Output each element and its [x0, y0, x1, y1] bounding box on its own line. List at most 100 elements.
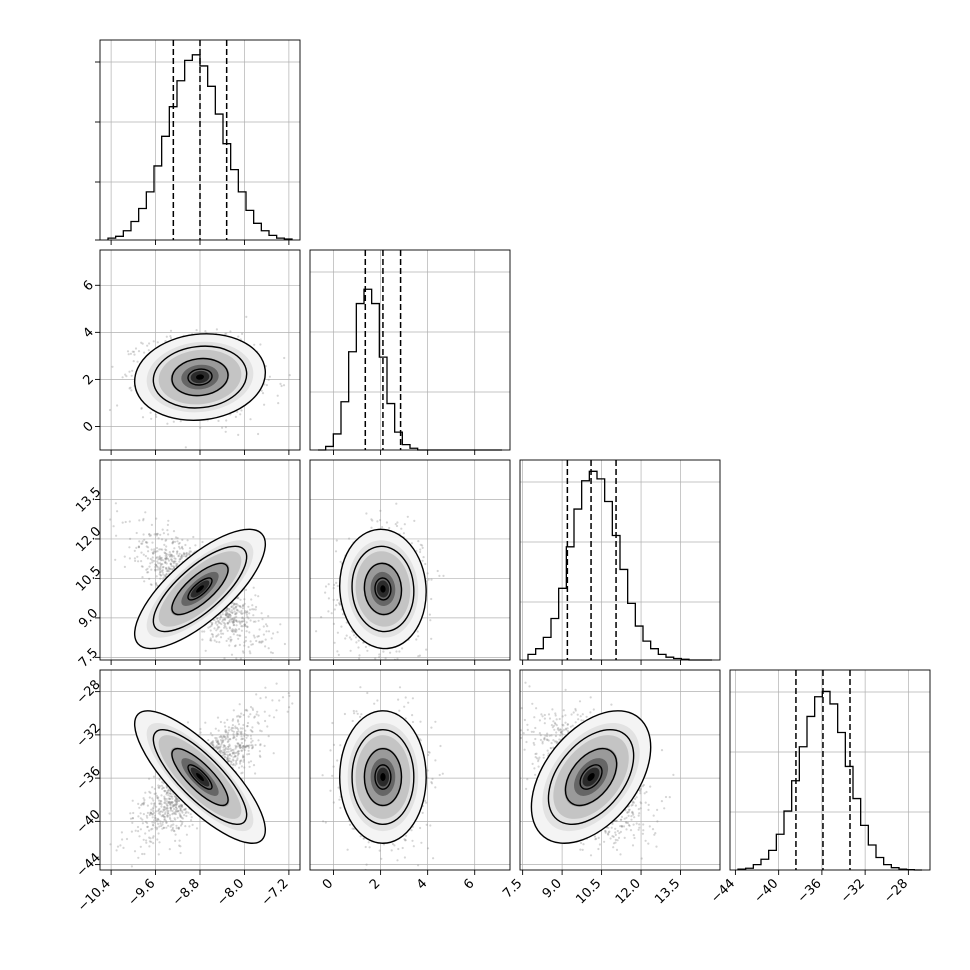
scatter-point: [170, 558, 173, 561]
scatter-point: [145, 568, 148, 571]
scatter-point: [141, 565, 144, 568]
scatter-point: [167, 567, 170, 570]
scatter-point: [235, 620, 238, 623]
scatter-point: [224, 609, 227, 612]
scatter-point: [175, 564, 178, 567]
scatter-point: [154, 582, 157, 586]
scatter-point: [165, 538, 168, 541]
scatter-point: [147, 349, 150, 352]
scatter-point: [176, 562, 179, 566]
scatter-point: [258, 628, 261, 631]
scatter-point: [207, 626, 210, 629]
scatter-point: [395, 502, 398, 505]
scatter-point: [252, 614, 255, 617]
scatter-point: [169, 802, 172, 805]
scatter-point: [276, 631, 279, 634]
scatter-point: [246, 625, 249, 629]
scatter-point: [136, 555, 139, 558]
scatter-point: [151, 556, 154, 559]
scatter-point: [170, 555, 174, 558]
scatter-point: [385, 521, 388, 524]
scatter-point: [235, 605, 238, 608]
scatter-point: [219, 630, 222, 633]
scatter-point: [217, 633, 220, 636]
scatter-point: [166, 569, 169, 572]
scatter-point: [178, 552, 181, 555]
scatter-point: [142, 519, 145, 522]
scatter-point: [130, 389, 133, 392]
scatter-point: [156, 568, 159, 571]
scatter-point: [129, 352, 132, 355]
scatter-point: [141, 540, 144, 543]
scatter-point: [210, 623, 214, 626]
scatter-point: [175, 562, 178, 565]
scatter-point: [320, 616, 323, 619]
scatter-point: [235, 608, 238, 611]
scatter-point: [279, 623, 282, 626]
scatter-point: [131, 350, 134, 353]
scatter-point: [239, 611, 242, 614]
scatter-point: [224, 613, 227, 617]
scatter-point: [130, 374, 133, 377]
scatter-point: [277, 402, 280, 405]
scatter-point: [172, 541, 175, 544]
scatter-point: [227, 615, 230, 618]
scatter-point: [165, 557, 168, 560]
scatter-point: [238, 605, 241, 608]
scatter-point: [149, 583, 152, 586]
scatter-point: [149, 411, 152, 414]
scatter-point: [225, 627, 228, 630]
scatter-point: [140, 560, 143, 563]
scatter-point: [340, 625, 343, 628]
scatter-point: [270, 637, 273, 640]
scatter-point: [218, 618, 222, 621]
scatter-point: [229, 618, 232, 621]
scatter-point: [224, 613, 227, 617]
scatter-point: [327, 597, 330, 600]
scatter-point: [240, 409, 243, 412]
density-fill: [339, 528, 427, 650]
scatter-point: [222, 618, 226, 621]
scatter-point: [244, 588, 248, 592]
scatter-point: [436, 569, 439, 573]
scatter-point: [135, 546, 138, 550]
scatter-point: [236, 620, 239, 623]
scatter-point: [155, 415, 158, 418]
scatter-point: [358, 657, 361, 660]
scatter-point: [231, 630, 234, 633]
scatter-point: [231, 630, 234, 633]
scatter-point: [166, 422, 169, 425]
scatter-point: [406, 515, 409, 518]
scatter-point: [265, 384, 268, 387]
scatter-point: [159, 559, 162, 562]
scatter-point: [165, 557, 168, 560]
scatter-point: [165, 567, 168, 571]
panel-grid-2-2: [520, 460, 720, 665]
scatter-point: [157, 537, 160, 540]
scatter-point: [148, 533, 151, 536]
scatter-point: [171, 560, 174, 563]
scatter-point: [185, 555, 188, 558]
scatter-point: [426, 572, 429, 575]
scatter-point: [216, 623, 219, 627]
scatter-point: [225, 419, 228, 422]
scatter-point: [155, 557, 158, 560]
scatter-point: [217, 621, 220, 624]
scatter-point: [403, 523, 406, 526]
scatter-point: [167, 519, 170, 522]
scatter-point: [133, 557, 136, 560]
scatter-point: [128, 370, 131, 373]
scatter-point: [172, 550, 175, 553]
scatter-point: [146, 344, 149, 347]
scatter-point: [234, 630, 237, 633]
scatter-point: [224, 613, 227, 616]
scatter-point: [159, 564, 162, 567]
scatter-point: [201, 630, 204, 633]
scatter-point: [232, 621, 235, 624]
scatter-point: [164, 560, 167, 564]
scatter-point: [164, 558, 167, 561]
scatter-point: [429, 619, 432, 622]
scatter-point: [161, 571, 164, 574]
scatter-point: [143, 580, 146, 583]
scatter-point: [169, 567, 172, 571]
